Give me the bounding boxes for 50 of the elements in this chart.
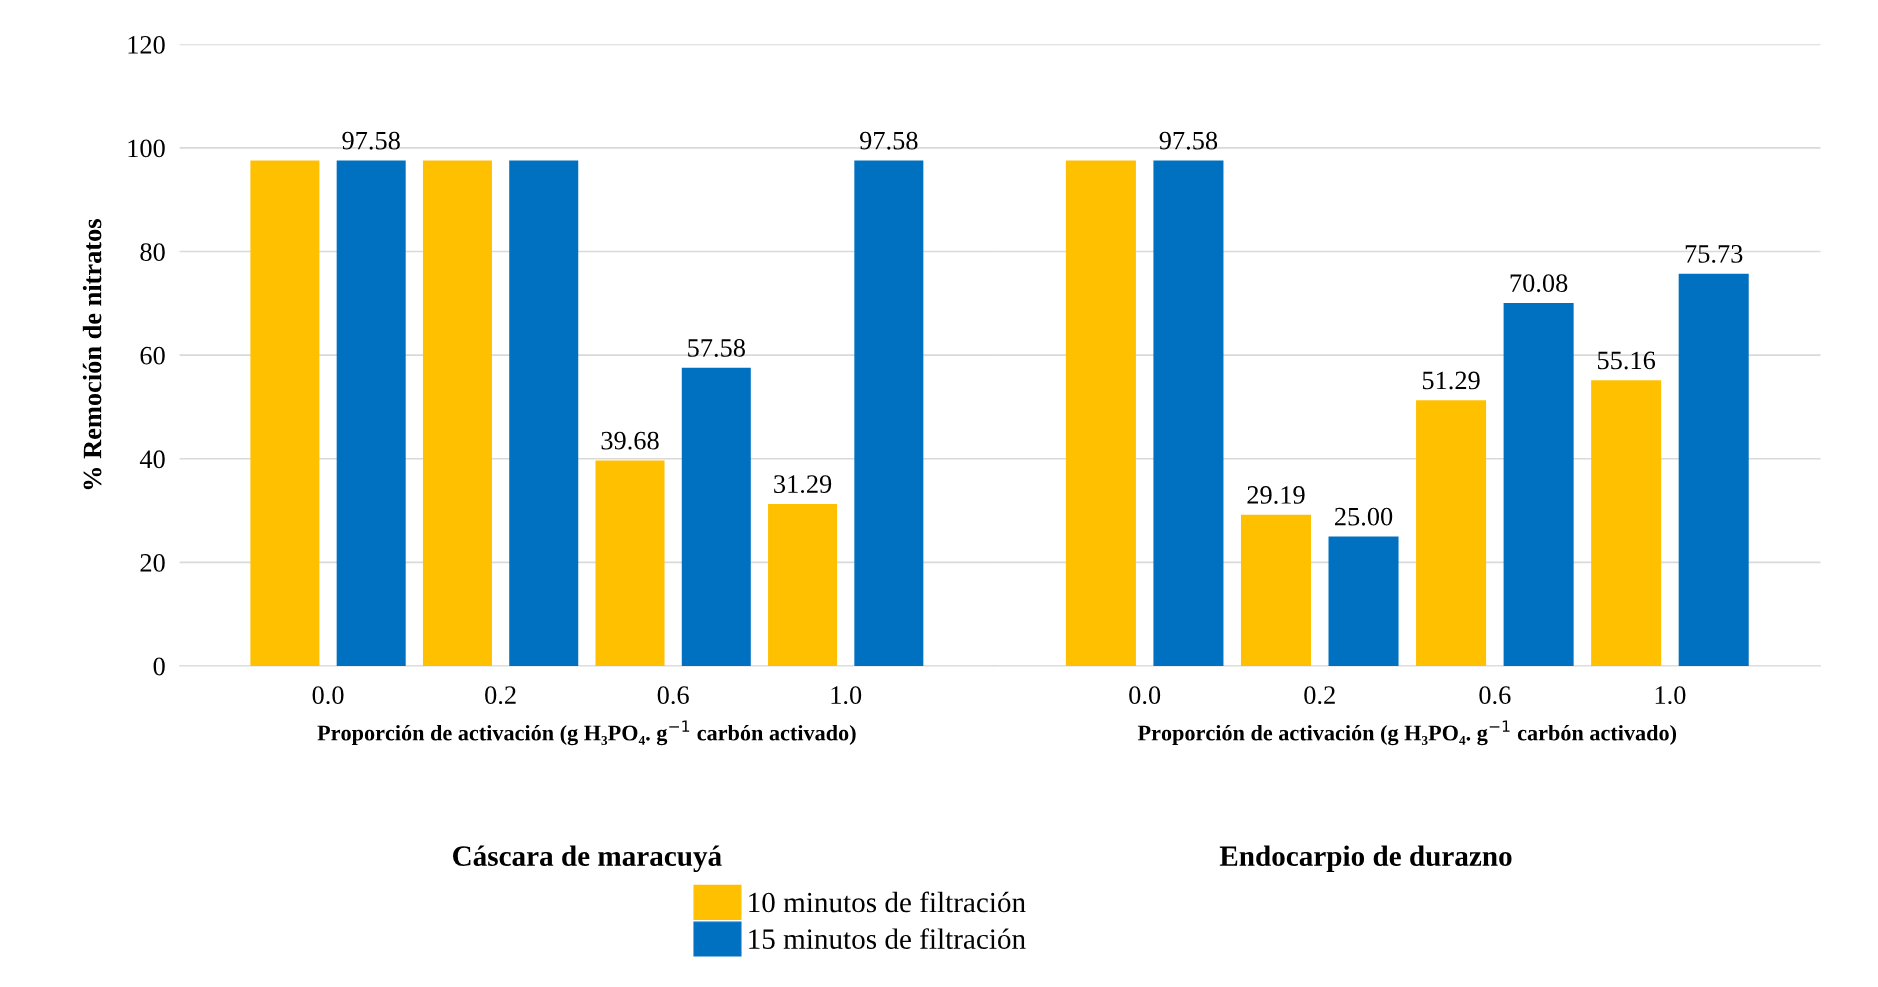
bar — [250, 160, 320, 666]
legend-label: 10 minutos de filtración — [749, 891, 1026, 913]
data-label: 97.58 — [342, 131, 400, 150]
x-tick-label: 0.6 — [1479, 686, 1511, 705]
bar — [1591, 380, 1662, 666]
bar — [1503, 302, 1574, 666]
y-tick-label: 120 — [128, 35, 165, 54]
bar — [854, 160, 924, 666]
data-label: 57.58 — [688, 338, 745, 357]
x-tick-label: 0.2 — [1304, 686, 1335, 705]
y-tick-label: 100 — [128, 139, 165, 158]
data-label: 39.68 — [601, 431, 659, 450]
data-label: 25.00 — [1335, 507, 1393, 526]
y-tick-label: 60 — [140, 346, 165, 365]
bar — [336, 160, 406, 666]
data-label: 97.58 — [1159, 131, 1218, 150]
x-tick-label: 0.2 — [485, 686, 516, 705]
y-tick-label: 80 — [140, 243, 165, 261]
bar — [1240, 514, 1311, 666]
x-tick-label: 0.0 — [1129, 686, 1161, 705]
bar — [1416, 400, 1487, 666]
bar — [1328, 536, 1399, 666]
x-axis-title: Proporción de activación (g H₃PO₄. g$^{−1}$ carbón activado) — [1137, 720, 1677, 746]
data-label: 51.29 — [1422, 371, 1480, 390]
data-label: 29.19 — [1247, 486, 1305, 504]
y-tick-label: 0 — [153, 657, 165, 676]
data-label: 31.29 — [774, 475, 832, 494]
bar — [595, 460, 665, 666]
bar — [1065, 160, 1136, 666]
bar — [681, 367, 751, 666]
data-label: 70.08 — [1510, 274, 1568, 293]
x-axis-title: Proporción de activación (g H₃PO₄. g$^{−1}$ carbón activado) — [317, 720, 856, 746]
text: Endocarpio de durazno — [1219, 845, 1512, 872]
x-tick-label: 1.0 — [831, 686, 862, 705]
bar — [768, 503, 838, 666]
text: Cáscara de maracuyá — [453, 845, 722, 872]
y-tick-label: 40 — [139, 450, 165, 469]
data-label: 55.16 — [1598, 351, 1656, 370]
bar — [1678, 273, 1749, 666]
bar — [422, 160, 492, 666]
x-tick-label: 1.0 — [1655, 686, 1686, 705]
x-tick-label: 0.0 — [312, 686, 344, 705]
x-tick-label: 0.6 — [657, 686, 689, 705]
y-tick-label: 20 — [140, 553, 165, 572]
data-label: 75.73 — [1685, 245, 1743, 263]
bar — [1153, 160, 1224, 666]
bar — [509, 160, 579, 666]
data-label: 97.58 — [860, 131, 918, 150]
legend-label: 15 minutos de filtración — [749, 928, 1026, 949]
y-axis-title: % Remoción de nitratos — [82, 219, 102, 490]
